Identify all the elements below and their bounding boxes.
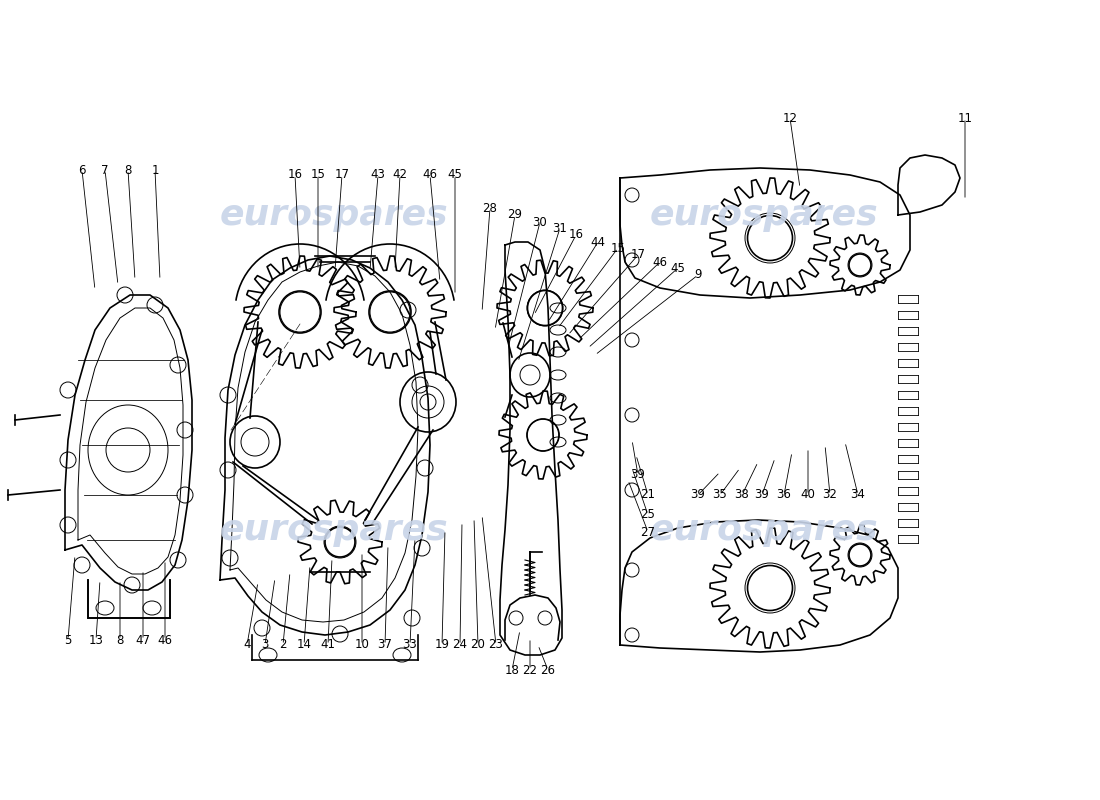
Text: eurospares: eurospares [650, 198, 879, 232]
Text: 16: 16 [569, 229, 583, 242]
Text: 47: 47 [135, 634, 151, 646]
Text: 31: 31 [552, 222, 568, 234]
Text: 42: 42 [393, 169, 407, 182]
Text: 2: 2 [279, 638, 287, 651]
Text: 22: 22 [522, 663, 538, 677]
Text: 43: 43 [371, 169, 385, 182]
Text: eurospares: eurospares [220, 198, 449, 232]
Text: 24: 24 [452, 638, 468, 651]
Text: 20: 20 [471, 638, 485, 651]
Text: 41: 41 [320, 638, 336, 651]
Text: 10: 10 [354, 638, 370, 651]
Text: 8: 8 [117, 634, 123, 646]
Text: 12: 12 [782, 111, 797, 125]
Text: 37: 37 [377, 638, 393, 651]
Text: 32: 32 [823, 489, 837, 502]
Text: 35: 35 [713, 489, 727, 502]
Text: 46: 46 [652, 255, 668, 269]
Text: 45: 45 [671, 262, 685, 274]
Text: 30: 30 [532, 215, 548, 229]
Text: 17: 17 [630, 249, 646, 262]
Text: 18: 18 [505, 663, 519, 677]
Text: 15: 15 [310, 169, 326, 182]
Text: 1: 1 [152, 163, 158, 177]
Text: eurospares: eurospares [220, 513, 449, 547]
Text: 39: 39 [755, 489, 769, 502]
Text: 15: 15 [610, 242, 626, 254]
Text: 33: 33 [403, 638, 417, 651]
Text: 19: 19 [434, 638, 450, 651]
Text: 39: 39 [630, 469, 646, 482]
Text: 17: 17 [334, 169, 350, 182]
Text: 45: 45 [448, 169, 462, 182]
Text: 25: 25 [640, 509, 656, 522]
Text: 39: 39 [691, 489, 705, 502]
Text: 16: 16 [287, 169, 303, 182]
Text: 14: 14 [297, 638, 311, 651]
Text: 7: 7 [101, 163, 109, 177]
Text: 36: 36 [777, 489, 791, 502]
Text: 23: 23 [488, 638, 504, 651]
Text: 26: 26 [540, 663, 556, 677]
Text: 46: 46 [157, 634, 173, 646]
Text: 13: 13 [89, 634, 103, 646]
Text: 29: 29 [507, 209, 522, 222]
Text: 21: 21 [640, 489, 656, 502]
Text: 27: 27 [640, 526, 656, 538]
Text: 11: 11 [957, 111, 972, 125]
Text: 28: 28 [483, 202, 497, 214]
Text: 8: 8 [124, 163, 132, 177]
Text: 9: 9 [694, 269, 702, 282]
Text: 3: 3 [262, 638, 268, 651]
Text: 4: 4 [243, 638, 251, 651]
Text: 40: 40 [801, 489, 815, 502]
Text: eurospares: eurospares [650, 513, 879, 547]
Text: 46: 46 [422, 169, 438, 182]
Text: 6: 6 [78, 163, 86, 177]
Text: 34: 34 [850, 489, 866, 502]
Text: 5: 5 [64, 634, 72, 646]
Text: 38: 38 [735, 489, 749, 502]
Text: 44: 44 [591, 235, 605, 249]
